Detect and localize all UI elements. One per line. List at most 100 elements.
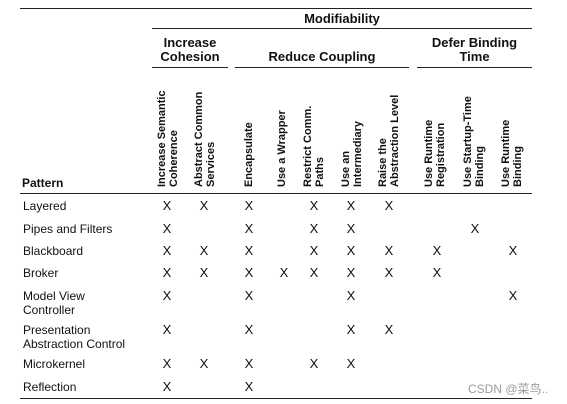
column-header-use-runtime-registration: Use Runtime Registration (423, 120, 447, 187)
top-rule (20, 8, 532, 9)
cell-mark: X (508, 288, 518, 303)
cell-mark: X (244, 243, 254, 258)
group-header-line: Defer Binding (431, 35, 518, 50)
group-header-line: Reduce Coupling (268, 49, 376, 64)
row-label-pipes-and-filters: Pipes and Filters (23, 222, 112, 236)
row-label-line: Broker (23, 266, 59, 280)
cell-mark: X (346, 322, 356, 337)
cell-mark: X (346, 288, 356, 303)
cell-mark: X (309, 265, 319, 280)
column-header-line: Services (205, 141, 217, 187)
cell-mark: X (162, 288, 172, 303)
group-header-line: Time (459, 49, 490, 64)
column-header-use-an-intermediary: Use an Intermediary (340, 121, 364, 187)
cell-mark: X (199, 265, 209, 280)
cell-mark: X (309, 198, 319, 213)
cell-mark: X (162, 379, 172, 394)
cell-mark: X (162, 322, 172, 337)
group-rule-cohesion (152, 67, 228, 68)
cell-mark: X (346, 265, 356, 280)
column-header-raise-the-abstraction-level: Raise the Abstraction Level (377, 95, 401, 187)
group-header-line: Increase (163, 35, 217, 50)
cell-mark: X (162, 198, 172, 213)
row-label-line: Model View (23, 289, 85, 303)
row-label-line: Controller (23, 303, 76, 317)
column-header-use-a-wrapper: Use a Wrapper (276, 110, 288, 187)
column-header-abstract-common-services: Abstract Common Services (193, 92, 217, 187)
column-header-line: Use an (340, 150, 352, 187)
column-header-line: Use a Wrapper (276, 110, 288, 187)
group-header-defer-binding-time: Defer Binding Time (417, 36, 532, 64)
row-label-broker: Broker (23, 266, 58, 280)
cell-mark: X (346, 198, 356, 213)
cell-mark: X (384, 243, 394, 258)
cell-mark: X (309, 243, 319, 258)
cell-mark: X (244, 322, 254, 337)
column-header-line: Use Runtime (500, 119, 512, 187)
cell-mark: X (384, 265, 394, 280)
row-label-line: Reflection (23, 380, 77, 394)
column-header-line: Registration (435, 122, 447, 187)
row-label-line: Abstraction Control (23, 337, 126, 351)
cell-mark: X (244, 265, 254, 280)
column-header-line: Use Startup-Time (462, 96, 474, 187)
row-label-line: Presentation (23, 323, 91, 337)
column-header-increase-semantic-coherence: Increase Semantic Coherence (156, 90, 180, 187)
cell-mark: X (162, 356, 172, 371)
column-header-line: Coherence (168, 130, 180, 187)
column-header-line: Raise the (377, 138, 389, 187)
column-header-line: Restrict Comm. (302, 105, 314, 187)
cell-mark: X (244, 198, 254, 213)
cell-mark: X (162, 221, 172, 236)
row-label-line: Blackboard (23, 244, 84, 258)
row-label-layered: Layered (23, 199, 66, 213)
column-header-line: Abstraction Level (389, 94, 401, 187)
group-rule-coupling (235, 67, 409, 68)
group-header-line: Cohesion (160, 49, 220, 64)
cell-mark: X (309, 221, 319, 236)
title-rule (152, 28, 532, 29)
row-label-line: Pipes and Filters (23, 222, 113, 236)
column-header-use-runtime-binding: Use Runtime Binding (500, 120, 524, 187)
column-header-line: Binding (474, 146, 486, 187)
cell-mark: X (346, 221, 356, 236)
column-header-line: Binding (512, 146, 524, 187)
watermark: CSDN @菜鸟.. (468, 382, 549, 396)
cell-mark: X (432, 243, 442, 258)
cell-mark: X (244, 221, 254, 236)
cell-mark: X (309, 356, 319, 371)
pattern-header: Pattern (22, 176, 64, 190)
cell-mark: X (199, 198, 209, 213)
group-header-increase-cohesion: Increase Cohesion (146, 36, 234, 64)
column-header-restrict-comm-paths: Restrict Comm. Paths (302, 106, 326, 187)
cell-mark: X (199, 243, 209, 258)
cell-mark: X (346, 356, 356, 371)
cell-mark: X (470, 221, 480, 236)
row-label-model-view-controller: Model View Controller (23, 289, 85, 317)
group-header-reduce-coupling: Reduce Coupling (235, 50, 409, 64)
cell-mark: X (508, 243, 518, 258)
cell-mark: X (244, 288, 254, 303)
column-header-line: Use Runtime (423, 119, 435, 187)
cell-mark: X (162, 243, 172, 258)
cell-mark: X (432, 265, 442, 280)
cell-mark: X (279, 265, 289, 280)
row-label-blackboard: Blackboard (23, 244, 83, 258)
column-header-line: Abstract Common (193, 91, 205, 187)
cell-mark: X (162, 265, 172, 280)
column-header-line: Increase Semantic (156, 90, 168, 187)
cell-mark: X (244, 356, 254, 371)
row-label-line: Microkernel (23, 357, 86, 371)
column-header-use-startup-time-binding: Use Startup-Time Binding (462, 96, 486, 187)
column-header-line: Intermediary (352, 120, 364, 187)
table-title: Modifiability (304, 11, 380, 26)
group-rule-binding (417, 67, 532, 68)
cell-mark: X (384, 198, 394, 213)
row-label-microkernel: Microkernel (23, 357, 85, 371)
column-header-encapsulate: Encapsulate (243, 122, 255, 187)
cell-mark: X (244, 379, 254, 394)
bottom-rule (20, 398, 532, 399)
row-label-presentation-abstraction-control: Presentation Abstraction Control (23, 323, 125, 351)
row-label-reflection: Reflection (23, 380, 76, 394)
